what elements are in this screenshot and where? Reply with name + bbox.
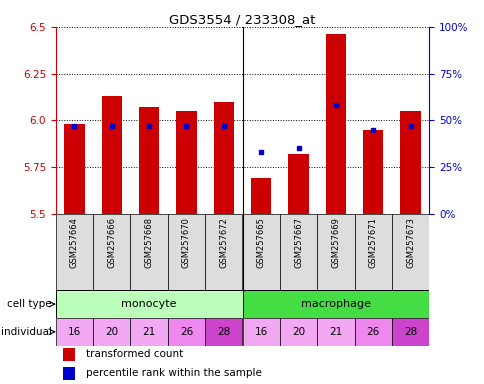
Text: 26: 26 <box>366 327 379 337</box>
Bar <box>317 318 354 346</box>
Text: 16: 16 <box>254 327 267 337</box>
Text: 21: 21 <box>329 327 342 337</box>
Bar <box>176 111 197 214</box>
Bar <box>205 214 242 290</box>
Text: monocyte: monocyte <box>121 299 177 309</box>
Bar <box>250 178 271 214</box>
Title: GDS3554 / 233308_at: GDS3554 / 233308_at <box>169 13 315 26</box>
Bar <box>63 367 75 380</box>
Text: transformed count: transformed count <box>86 349 182 359</box>
Text: GSM257672: GSM257672 <box>219 217 228 268</box>
Bar <box>391 214 428 290</box>
Text: macrophage: macrophage <box>300 299 370 309</box>
Bar <box>167 214 205 290</box>
Bar <box>101 96 122 214</box>
Bar <box>56 290 242 318</box>
Bar <box>317 214 354 290</box>
Bar <box>354 214 391 290</box>
Bar <box>279 214 317 290</box>
Text: cell type: cell type <box>7 299 52 309</box>
Text: GSM257664: GSM257664 <box>70 217 79 268</box>
Text: GSM257671: GSM257671 <box>368 217 377 268</box>
Text: 21: 21 <box>142 327 155 337</box>
Text: percentile rank within the sample: percentile rank within the sample <box>86 368 261 378</box>
Bar <box>138 107 159 214</box>
Bar <box>130 318 167 346</box>
Bar <box>64 124 85 214</box>
Text: GSM257670: GSM257670 <box>182 217 191 268</box>
Text: 28: 28 <box>217 327 230 337</box>
Text: GSM257665: GSM257665 <box>256 217 265 268</box>
Text: GSM257673: GSM257673 <box>405 217 414 268</box>
Text: 20: 20 <box>105 327 118 337</box>
Text: individual: individual <box>1 327 52 337</box>
Bar <box>391 318 428 346</box>
Text: GSM257666: GSM257666 <box>107 217 116 268</box>
Text: GSM257668: GSM257668 <box>144 217 153 268</box>
Text: 26: 26 <box>180 327 193 337</box>
Text: 28: 28 <box>403 327 416 337</box>
Bar <box>279 318 317 346</box>
Bar <box>93 214 130 290</box>
Bar <box>56 214 93 290</box>
Bar <box>167 318 205 346</box>
Bar <box>287 154 308 214</box>
Text: GSM257667: GSM257667 <box>293 217 302 268</box>
Bar <box>56 318 93 346</box>
Bar <box>242 290 428 318</box>
Bar <box>242 318 279 346</box>
Bar <box>325 34 346 214</box>
Text: GSM257669: GSM257669 <box>331 217 340 268</box>
Bar <box>242 214 279 290</box>
Text: 16: 16 <box>68 327 81 337</box>
Bar <box>63 348 75 361</box>
Bar <box>93 318 130 346</box>
Bar <box>130 214 167 290</box>
Bar <box>354 318 391 346</box>
Bar <box>362 129 383 214</box>
Text: 20: 20 <box>291 327 304 337</box>
Bar <box>399 111 420 214</box>
Bar <box>205 318 242 346</box>
Bar <box>213 101 234 214</box>
